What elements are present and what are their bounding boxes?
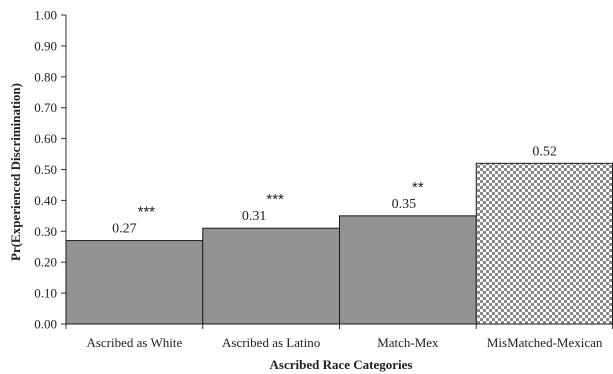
bar-value-label: 0.27: [112, 222, 137, 237]
x-category-label: Ascribed as Latino: [222, 335, 320, 350]
bar-mismatched-mexican: [475, 162, 613, 325]
bar-value-label: 0.52: [532, 144, 557, 159]
bar-significance-label: ***: [138, 204, 156, 221]
labels: 0.27***Ascribed as White0.31***Ascribed …: [86, 144, 602, 350]
y-tick-label: 0.30: [34, 224, 57, 239]
axes: 0.00 0.10 0.20 0.30 0.40 0.50 0.60 0.70 0.80 0.90…: [34, 8, 613, 332]
bar-ascribed-as-latino: [202, 227, 340, 325]
bar-significance-label: **: [412, 179, 424, 196]
bar-match-mex: [339, 215, 477, 325]
y-tick-label: 0.10: [34, 286, 57, 301]
bars: [65, 162, 613, 325]
y-tick-label: 0.20: [34, 255, 57, 270]
y-tick-label: 0.80: [34, 69, 57, 84]
bar-significance-label: ***: [266, 191, 284, 208]
y-tick-label: 0.50: [34, 162, 57, 177]
bar-value-label: 0.31: [242, 209, 267, 224]
y-tick-label: 0.70: [34, 100, 57, 115]
y-axis-title: Pr(Experienced Discrimination): [8, 83, 23, 261]
y-tick-label: 0.40: [34, 193, 57, 208]
x-category-label: Ascribed as White: [86, 335, 182, 350]
y-tick-label: 0.60: [34, 131, 57, 146]
y-tick-label: 1.00: [34, 8, 57, 23]
bar-value-label: 0.35: [392, 197, 417, 212]
x-category-label: Match-Mex: [377, 335, 439, 350]
x-category-label: MisMatched-Mexican: [487, 335, 603, 350]
y-tick-label: 0.00: [34, 317, 57, 332]
bar-ascribed-as-white: [65, 240, 204, 325]
y-tick-label: 0.90: [34, 38, 57, 53]
x-axis-title: Ascribed Race Categories: [270, 357, 413, 372]
